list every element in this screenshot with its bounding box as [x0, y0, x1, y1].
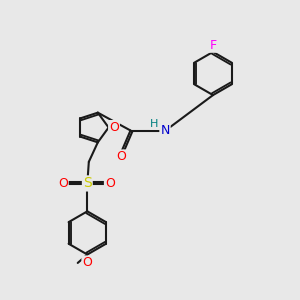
- Text: O: O: [109, 121, 119, 134]
- Text: O: O: [105, 177, 115, 190]
- Text: O: O: [82, 256, 92, 269]
- Text: S: S: [83, 176, 92, 190]
- Text: H: H: [150, 119, 159, 129]
- Text: F: F: [209, 39, 217, 52]
- Text: O: O: [116, 150, 126, 164]
- Text: O: O: [58, 177, 68, 190]
- Text: N: N: [160, 124, 170, 137]
